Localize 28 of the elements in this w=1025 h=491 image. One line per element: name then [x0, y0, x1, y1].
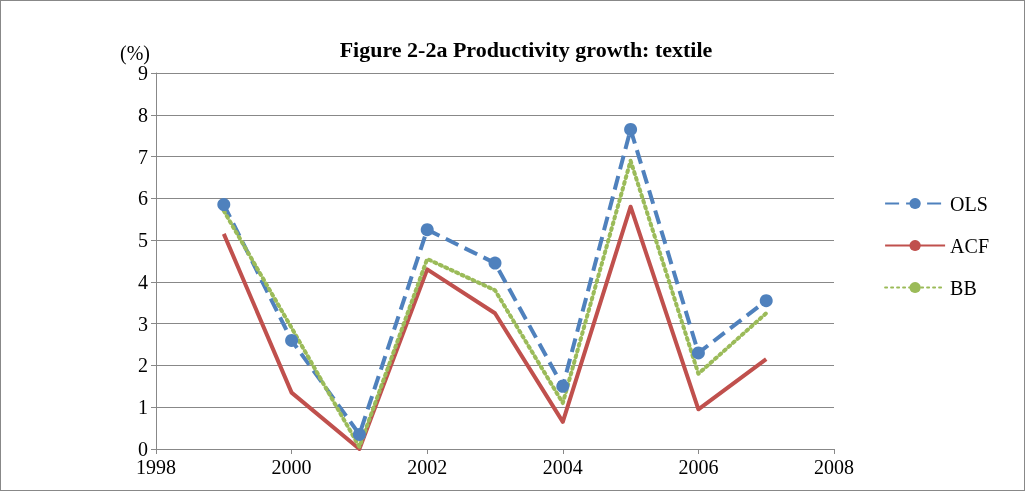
legend-label: ACF [950, 234, 989, 257]
point [217, 198, 231, 212]
y-tick-label: 7 [138, 145, 148, 168]
y-axis-title: (%) [120, 42, 150, 66]
y-tick-label: 8 [138, 103, 148, 126]
point [352, 427, 366, 441]
x-tick-label: 2004 [542, 456, 583, 478]
y-tick-label: 3 [138, 312, 148, 335]
point [556, 379, 570, 393]
x-tick-label: 2002 [407, 456, 448, 478]
point [759, 294, 773, 308]
point [624, 122, 638, 136]
y-tick-label: 5 [138, 229, 148, 252]
legend-label: OLS [950, 192, 988, 215]
x-tick-label: 2008 [814, 456, 854, 478]
y-tick-label: 4 [138, 270, 148, 293]
y-tick-label: 2 [138, 354, 148, 377]
y-tick-label: 6 [138, 187, 148, 210]
point [285, 333, 299, 347]
point [691, 346, 705, 360]
x-tick-label: 2000 [271, 456, 312, 478]
point [420, 223, 434, 237]
line-series [221, 204, 769, 451]
point [488, 256, 502, 270]
y-tick-label: 1 [138, 396, 148, 419]
legend-label: BB [950, 276, 977, 299]
x-tick-label: 2006 [678, 456, 719, 478]
chart-title: Figure 2-2a Productivity growth: textile [339, 36, 713, 62]
